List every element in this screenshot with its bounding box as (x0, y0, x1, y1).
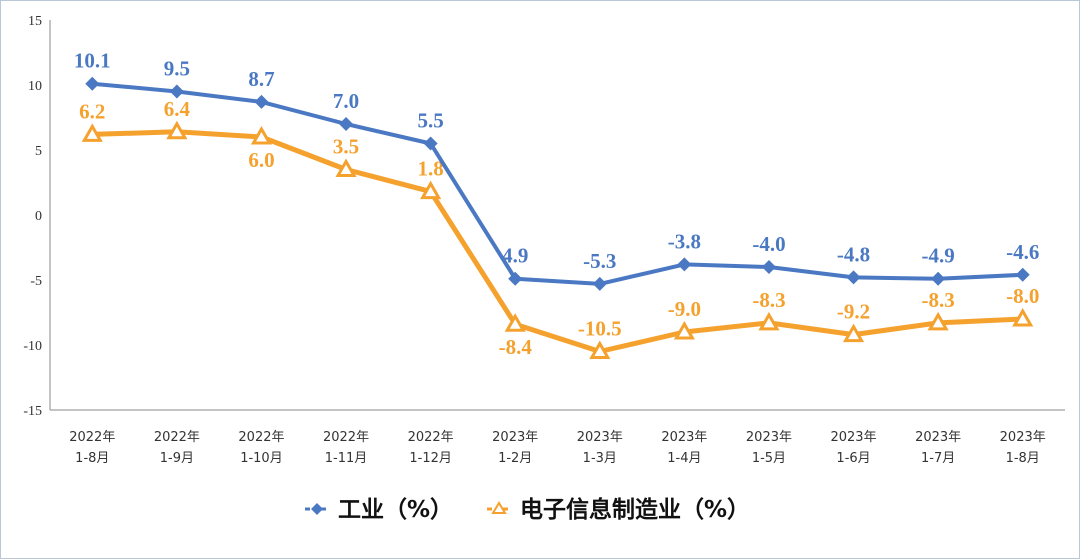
diamond-marker (1015, 267, 1030, 282)
data-label: -8.3 (752, 288, 785, 312)
x-tick-label-year: 2023年 (577, 430, 623, 445)
data-label: -4.8 (837, 242, 870, 266)
y-tick-label: -5 (30, 274, 42, 289)
triangle-marker (504, 313, 526, 332)
data-label: -8.3 (922, 288, 955, 312)
triangle-marker (673, 320, 695, 340)
triangle-marker (842, 323, 865, 343)
x-tick-label-year: 2023年 (492, 430, 538, 445)
diamond-marker (846, 270, 861, 285)
x-tick-label-year: 2023年 (746, 430, 792, 445)
diamond-marker (169, 84, 184, 99)
triangle-marker (335, 158, 357, 177)
triangle-marker (420, 180, 442, 200)
data-label: -8.0 (1006, 284, 1039, 308)
diamond-marker (761, 260, 776, 274)
x-tick-label-year: 2022年 (323, 430, 369, 445)
x-tick-label-year: 2023年 (661, 430, 707, 445)
data-label: -5.3 (583, 249, 616, 273)
data-label: 7.0 (333, 89, 359, 113)
triangle-marker (166, 120, 188, 140)
x-tick-label-period: 1-7月 (921, 451, 955, 466)
y-tick-label: -15 (23, 404, 42, 419)
triangle-marker (758, 311, 780, 331)
triangle-marker (589, 340, 611, 359)
data-label: 6.2 (79, 99, 105, 123)
data-label: 5.5 (418, 109, 444, 133)
data-label: -4.0 (752, 232, 785, 256)
data-label: -4.9 (922, 244, 955, 268)
data-label: -9.2 (837, 300, 870, 324)
legend-diamond-icon (311, 503, 323, 515)
triangle-marker (1012, 307, 1034, 327)
x-tick-label-period: 1-5月 (752, 451, 786, 466)
x-tick-label-period: 1-10月 (240, 451, 283, 466)
data-label: 10.1 (74, 49, 111, 73)
diamond-marker (85, 76, 100, 91)
data-label: -10.5 (578, 317, 622, 341)
diamond-marker (254, 94, 269, 109)
diamond-marker (677, 257, 692, 272)
data-label: 9.5 (164, 57, 190, 81)
legend-label: 工业（%） (338, 496, 453, 523)
x-tick-label-period: 1-11月 (325, 451, 368, 466)
y-tick-label: 0 (35, 209, 42, 224)
data-label: 6.4 (164, 97, 191, 121)
x-tick-label-period: 1-8月 (75, 451, 109, 466)
y-tick-label: 10 (28, 79, 42, 94)
triangle-marker (81, 123, 103, 142)
x-tick-label-period: 1-12月 (409, 451, 452, 466)
x-tick-label-year: 2022年 (154, 430, 200, 445)
x-tick-label-year: 2023年 (915, 430, 961, 445)
x-tick-label-period: 1-9月 (160, 451, 194, 466)
data-label: 6.0 (248, 148, 274, 172)
x-tick-label-period: 1-3月 (583, 451, 617, 466)
data-label: -3.8 (668, 229, 701, 253)
x-tick-label-year: 2022年 (69, 430, 115, 445)
legend-label: 电子信息制造业（%） (520, 496, 750, 523)
x-tick-label-period: 1-6月 (836, 451, 870, 466)
data-label: -9.0 (668, 297, 701, 321)
x-tick-label-year: 2023年 (830, 430, 876, 445)
data-label: -4.6 (1006, 240, 1039, 264)
diamond-marker (508, 271, 523, 286)
legend-triangle-icon (491, 501, 507, 514)
diamond-marker (339, 117, 354, 131)
triangle-marker (250, 125, 273, 145)
y-tick-label: 15 (28, 14, 42, 29)
diamond-marker (423, 136, 438, 151)
diamond-marker (931, 271, 946, 286)
data-label: 3.5 (333, 135, 359, 159)
series-line-industry (92, 81, 1023, 286)
x-tick-label-period: 1-4月 (667, 451, 701, 466)
x-tick-label-year: 2022年 (238, 430, 284, 445)
y-tick-label: -10 (23, 339, 42, 354)
diamond-marker (592, 276, 607, 291)
x-tick-label-year: 2023年 (1000, 430, 1046, 445)
data-label: 8.7 (248, 67, 274, 91)
x-tick-label-period: 1-2月 (498, 451, 532, 466)
data-label: 4.9 (502, 244, 528, 268)
series-line-electronics (92, 129, 1023, 354)
x-tick-label-year: 2022年 (408, 430, 454, 445)
x-tick-label-period: 1-8月 (1006, 451, 1040, 466)
data-label: -8.4 (499, 335, 533, 359)
triangle-marker (927, 311, 949, 331)
y-tick-label: 5 (35, 144, 42, 159)
